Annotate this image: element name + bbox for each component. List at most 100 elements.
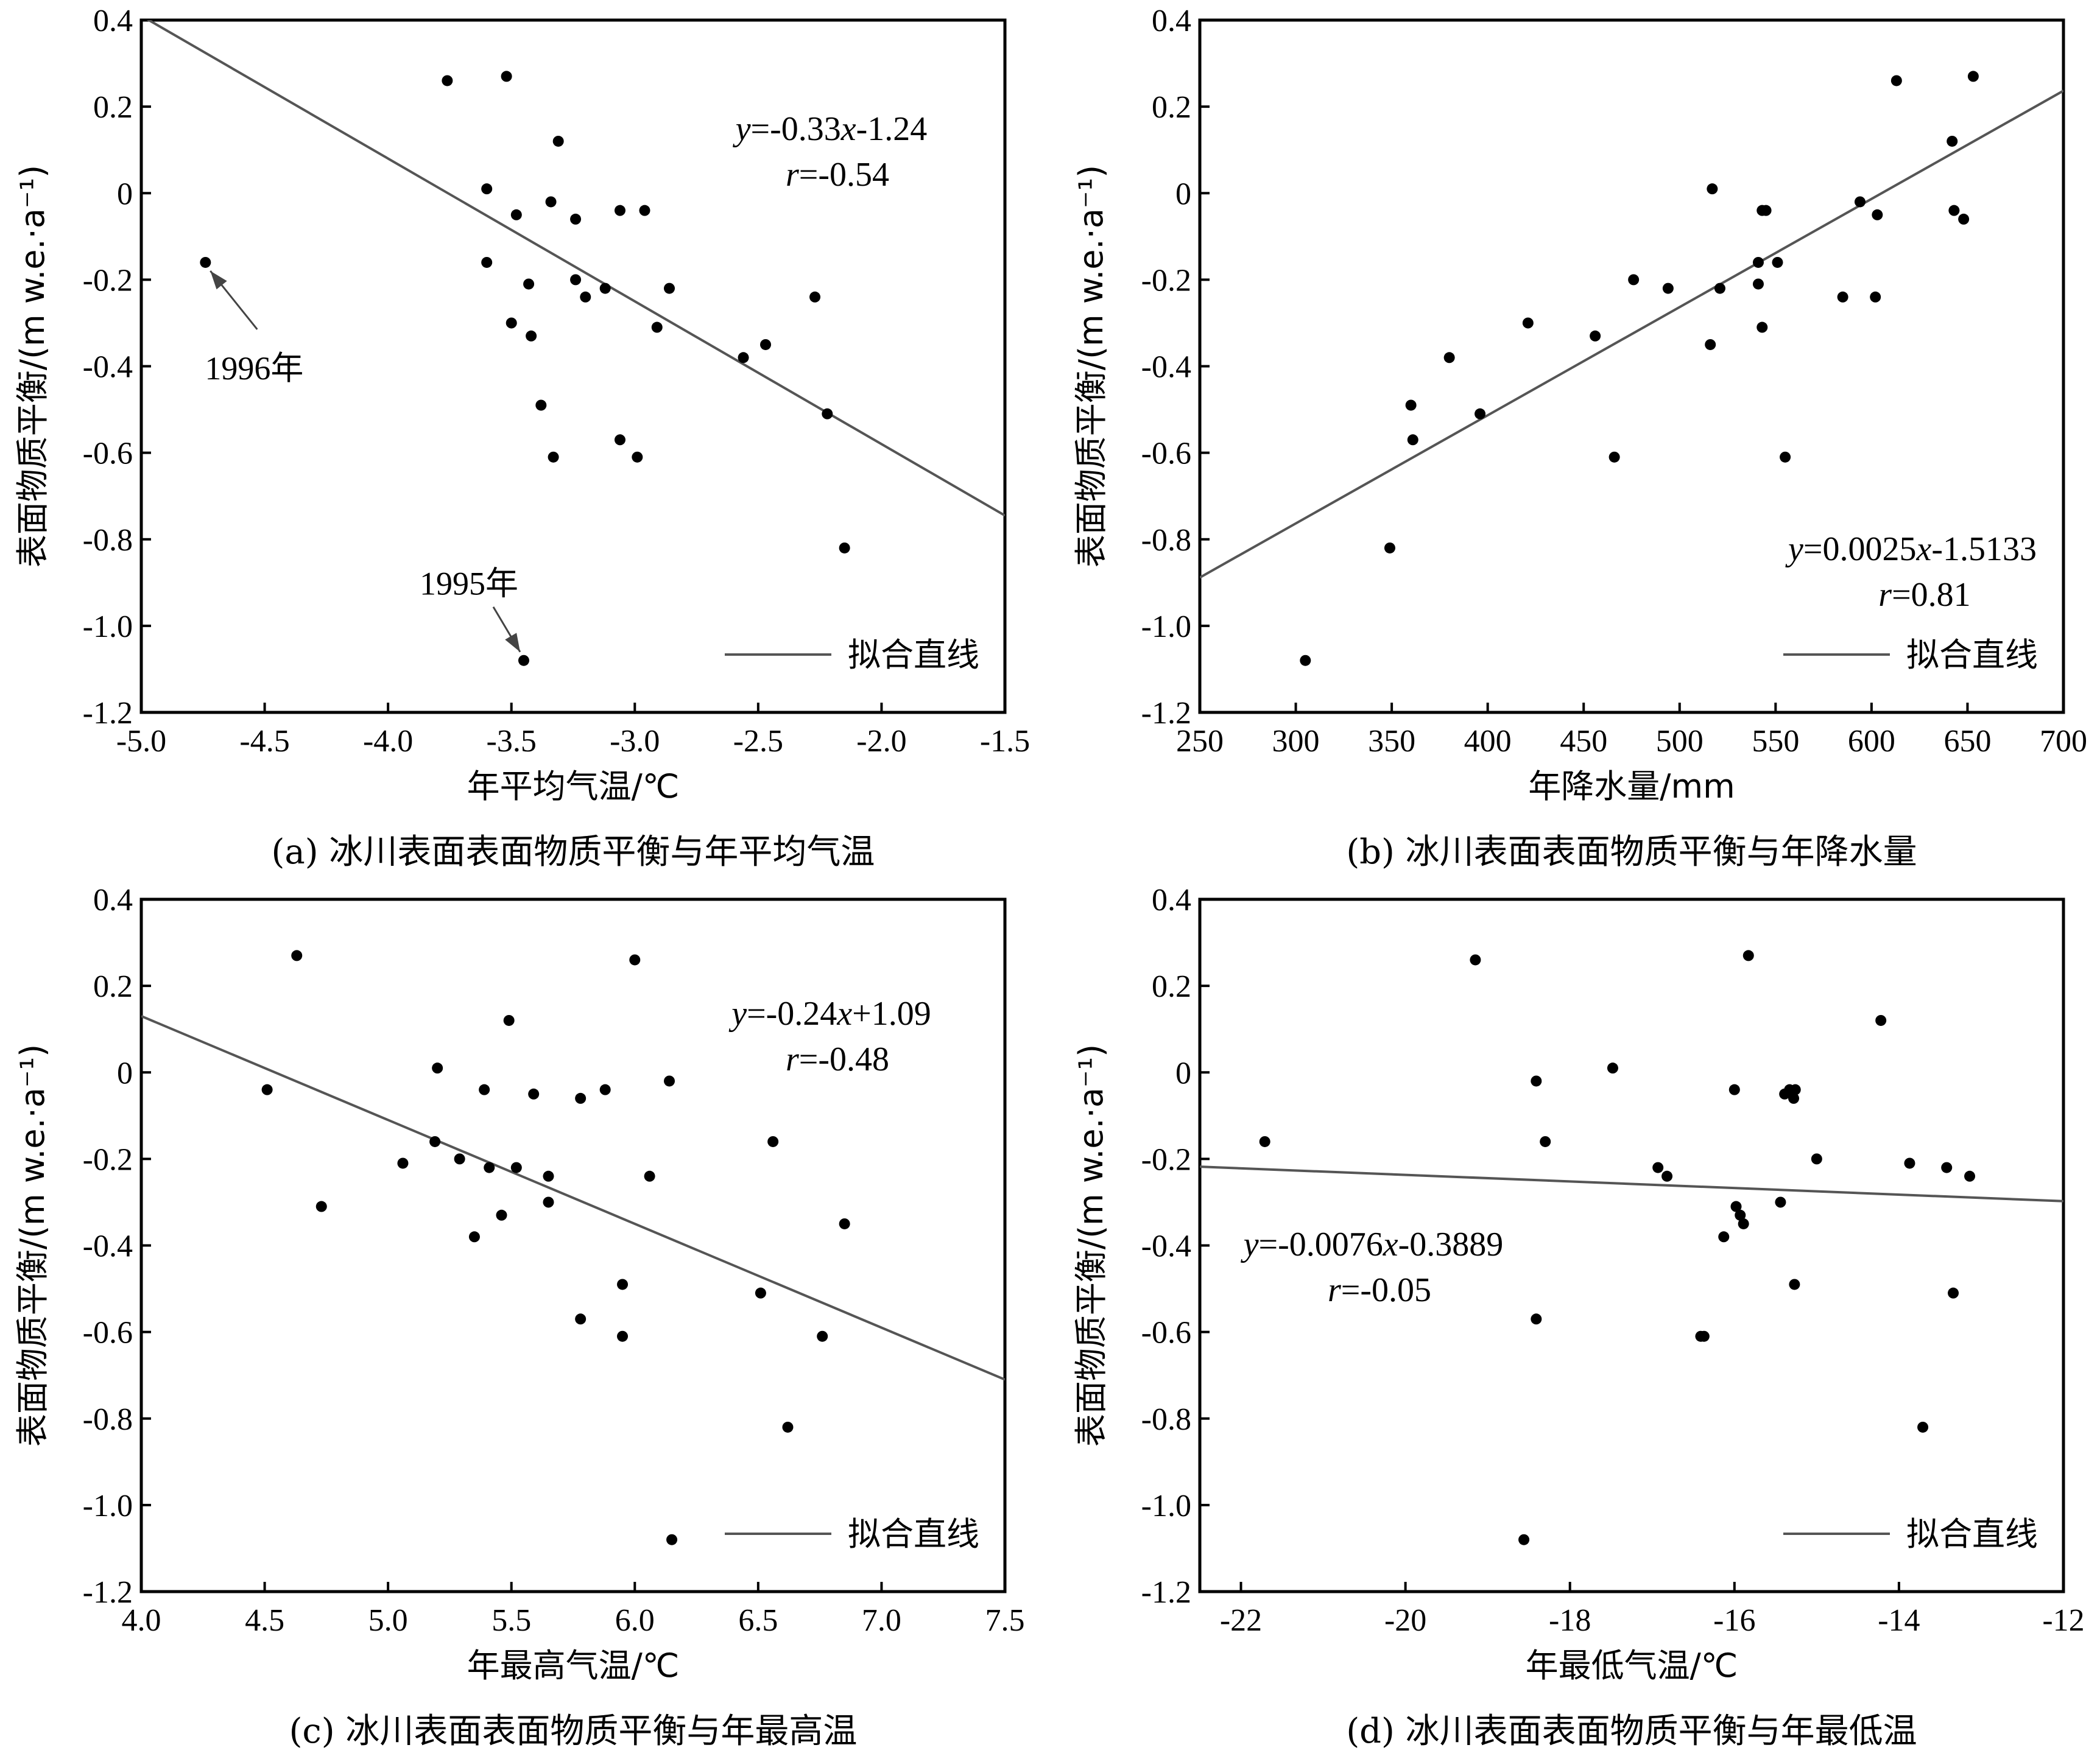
legend-label-d: 拟合直线 (1906, 1515, 2038, 1553)
y-tick-label-b: 0 (1175, 177, 1191, 211)
y-tick-label-c: 0.2 (93, 969, 133, 1004)
data-point-a (839, 542, 850, 553)
data-point-a (738, 352, 749, 363)
x-tick-label-d: -14 (1878, 1603, 1920, 1638)
data-point-d (1652, 1162, 1664, 1173)
y-tick-label-b: -0.2 (1141, 263, 1191, 298)
x-tick-label-a: -2.5 (733, 724, 783, 759)
y-tick-label-b: 0.2 (1152, 90, 1191, 125)
data-point-d (1948, 1287, 1959, 1299)
correlation-r-var: r (1328, 1271, 1341, 1309)
legend-label-c: 拟合直线 (848, 1515, 979, 1553)
y-tick-label-d: -0.4 (1141, 1229, 1191, 1264)
data-point-c (503, 1014, 515, 1026)
data-point-a (614, 205, 625, 216)
equation-x-var: x (840, 110, 856, 148)
x-tick-label-a: -3.5 (487, 724, 537, 759)
data-point-d (1775, 1196, 1786, 1208)
y-tick-label-d: -1.0 (1141, 1489, 1191, 1523)
data-point-d (1728, 1084, 1740, 1095)
data-point-d (1941, 1162, 1953, 1173)
x-tick-label-a: -2.0 (856, 724, 906, 759)
equation-x-var: x (1915, 530, 1931, 568)
data-point-c (543, 1170, 554, 1182)
data-point-b (1522, 317, 1534, 329)
fit-line-b (1200, 90, 2063, 579)
y-tick-label-d: 0.4 (1152, 883, 1191, 918)
data-point-b (1407, 434, 1418, 446)
y-tick-label-d: -1.2 (1141, 1575, 1191, 1610)
x-tick-label-a: -4.5 (239, 724, 289, 759)
data-point-b (1890, 75, 1902, 86)
x-tick-label-b: 550 (1752, 724, 1799, 759)
data-point-a (501, 71, 512, 82)
data-point-c (429, 1136, 441, 1147)
data-point-b (1705, 339, 1716, 350)
data-point-d (1788, 1092, 1800, 1104)
equation-y-var: y (733, 110, 751, 148)
annotation-arrow-head-a (210, 270, 227, 290)
data-point-c (468, 1231, 480, 1243)
data-point-b (1837, 291, 1848, 303)
data-point-b (1405, 399, 1417, 411)
data-point-b (1707, 183, 1718, 195)
data-point-b (1662, 283, 1674, 294)
correlation-r-var: r (1878, 576, 1892, 614)
data-point-b (1608, 451, 1620, 463)
x-tick-label-c: 6.5 (738, 1603, 778, 1638)
x-tick-label-d: -22 (1220, 1603, 1262, 1638)
x-tick-label-b: 300 (1272, 724, 1320, 759)
legend-label-b: 拟合直线 (1906, 636, 2038, 674)
y-tick-label-c: -1.2 (83, 1575, 133, 1610)
data-point-c (617, 1330, 629, 1342)
data-point-c (315, 1201, 327, 1212)
data-point-c (484, 1162, 495, 1173)
data-point-a (580, 291, 591, 303)
panel-d: -1.2 -1.0 -0.8 -0.6 -0.4 -0.2 0 0.2 0.4 -22 -20 -18… (1072, 883, 2085, 1751)
data-point-d (1470, 954, 1481, 966)
annotation-arrow-head-a (505, 633, 520, 652)
y-tick-label-a: -0.2 (83, 263, 133, 298)
data-point-c (599, 1084, 611, 1095)
data-point-b (1475, 408, 1486, 420)
y-tick-label-a: -1.2 (83, 696, 133, 731)
data-point-b (1780, 451, 1791, 463)
data-point-d (1698, 1330, 1710, 1342)
panel-caption-b: (b) 冰川表面表面物质平衡与年降水量 (1346, 832, 1917, 872)
fit-line-c (141, 1015, 1005, 1381)
data-point-a (599, 283, 611, 294)
equation-slope: =-0.0076 (1259, 1226, 1383, 1263)
data-point-c (397, 1157, 409, 1169)
data-point-b (1948, 205, 1960, 216)
equation-slope: =0.0025 (1803, 530, 1917, 568)
data-point-d (1742, 950, 1754, 961)
x-tick-label-c: 4.0 (122, 1603, 161, 1638)
data-point-c (767, 1136, 779, 1147)
correlation-r-b: r=0.81 (1878, 576, 1970, 614)
data-point-d (1875, 1014, 1887, 1026)
y-axis-title-a: 表面物质平衡/(m w.e.·a⁻¹) (13, 165, 52, 567)
y-tick-label-d: -0.6 (1141, 1316, 1191, 1350)
data-point-b (1854, 196, 1866, 208)
data-point-c (454, 1153, 465, 1165)
data-point-d (1789, 1279, 1800, 1290)
data-point-a (614, 434, 625, 446)
fit-line-a (146, 20, 1005, 517)
y-tick-label-b: -1.0 (1141, 609, 1191, 644)
data-point-d (1730, 1201, 1742, 1212)
y-tick-label-c: -0.8 (83, 1402, 133, 1437)
data-point-a (632, 451, 643, 463)
data-point-a (570, 274, 582, 286)
correlation-r-value: =0.81 (1892, 576, 1971, 614)
data-point-a (548, 451, 559, 463)
y-tick-label-c: 0 (117, 1056, 133, 1090)
data-point-d (1540, 1136, 1551, 1147)
data-point-c (543, 1196, 554, 1208)
data-point-b (1756, 321, 1768, 333)
panel-b: -1.2 -1.0 -0.8 -0.6 -0.4 -0.2 0 0.2 0.4 250 300 350… (1072, 4, 2087, 872)
data-point-d (1518, 1534, 1530, 1545)
panel-c: -1.2 -1.0 -0.8 -0.6 -0.4 -0.2 0 0.2 0.4 4.0 4.5 5.0… (13, 883, 1025, 1751)
x-tick-label-d: -20 (1384, 1603, 1426, 1638)
data-point-a (481, 256, 493, 268)
